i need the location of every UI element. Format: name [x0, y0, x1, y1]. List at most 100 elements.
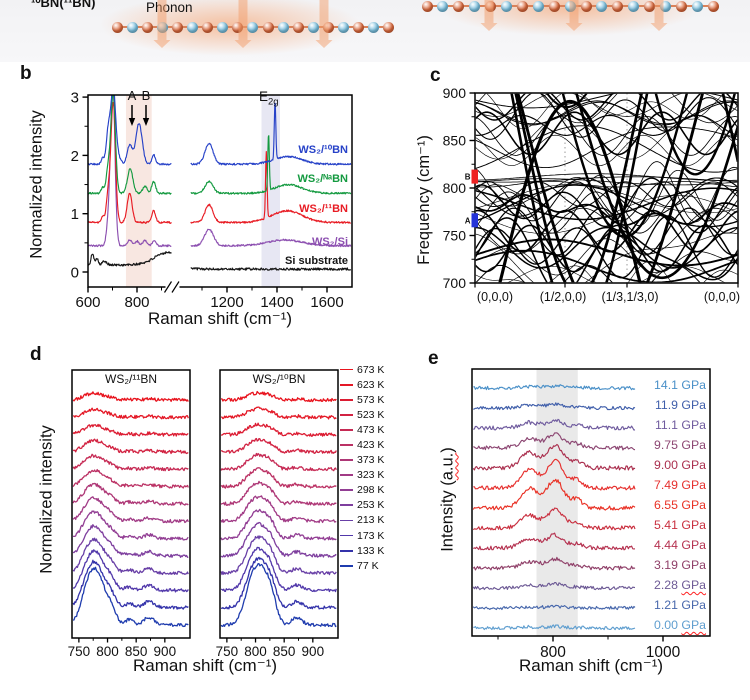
temperature-spectrum	[221, 437, 337, 454]
panel-c-letter: c	[430, 65, 441, 86]
panel-e-ylabel-post: )	[438, 447, 457, 453]
phonon-band	[475, 114, 738, 136]
legend-label: 473 K	[357, 423, 385, 436]
legend-dash-icon	[340, 398, 353, 401]
legend-dash-icon	[340, 549, 353, 552]
phonon-band	[475, 126, 738, 169]
legend-label: 133 K	[357, 544, 385, 557]
legend-dash-icon	[340, 474, 353, 477]
panel-b-ylabel: Normalized intensity	[27, 110, 46, 259]
boron-atom	[548, 0, 560, 12]
raman-spectrum	[88, 251, 172, 267]
panel-d-xlabel: Raman shift (cm⁻¹)	[132, 656, 278, 675]
nitrogen-atom	[564, 0, 576, 12]
phonon-band	[475, 184, 738, 214]
phonon-band	[475, 100, 738, 126]
legend-label: 213 K	[357, 514, 385, 527]
nitrogen-atom	[437, 0, 449, 12]
temperature-spectrum	[220, 422, 337, 437]
phonon-band	[475, 209, 738, 253]
temperature-spectrum	[221, 546, 337, 593]
legend-label: 373 K	[357, 454, 385, 467]
phonon-band	[475, 93, 738, 140]
boron-atom	[262, 21, 274, 33]
tick-label: (1/3,1/3,0)	[602, 290, 659, 304]
temperature-spectrum	[220, 495, 337, 524]
phonon-band	[486, 93, 725, 129]
phonon-band	[475, 194, 738, 226]
peak-b-annotation: B	[141, 88, 151, 103]
tick-label: 750	[443, 228, 467, 244]
legend-item: 523 K	[340, 407, 384, 422]
phonon-band	[475, 170, 738, 227]
temperature-spectrum	[221, 406, 337, 420]
nitrogen-atom	[501, 0, 512, 12]
phonon-band	[475, 232, 738, 283]
tick-label: 800	[443, 180, 467, 196]
panel-b-letter: b	[20, 63, 32, 84]
boron-atom	[707, 0, 719, 12]
mode-marker	[471, 213, 478, 228]
boron-atom	[453, 0, 465, 12]
nitrogen-atom	[628, 0, 640, 12]
panel-c-frame	[474, 92, 739, 284]
legend-label: 423 K	[357, 439, 385, 452]
pressure-label: 7.49 GPa	[654, 478, 706, 492]
boron-atom	[675, 0, 687, 12]
raman-spectrum	[190, 267, 352, 271]
series-label: WS₂/¹⁰BN	[298, 144, 348, 156]
temperature-spectrum	[221, 556, 337, 610]
temperature-spectrum	[72, 549, 189, 593]
temperature-spectrum	[220, 535, 337, 576]
phonon-band	[475, 187, 738, 221]
temperature-spectrum	[220, 508, 337, 541]
legend-dash-icon	[340, 504, 353, 507]
series-label: WS₂/Si	[311, 236, 348, 248]
boron-atom	[383, 21, 395, 33]
legend-item: 213 K	[340, 513, 384, 528]
legend-dash-icon	[340, 489, 353, 492]
phonon-band	[475, 176, 738, 183]
boron-atom	[644, 0, 656, 12]
nitrogen-atom	[187, 21, 198, 33]
series-label: WS₂/ᴺᵃBN	[297, 173, 348, 185]
pressure-label: 0.00 GPa	[654, 618, 706, 632]
e2g-base: E	[259, 89, 269, 104]
legend-label: 573 K	[357, 393, 385, 406]
panel-c-ylabel: Frequency (cm⁻¹)	[415, 135, 433, 265]
boron-atom	[580, 0, 592, 12]
temperature-spectrum	[221, 390, 337, 403]
boron-atom	[202, 21, 214, 33]
temperature-spectrum	[72, 524, 189, 558]
pressure-label: 11.1 GPa	[654, 418, 706, 432]
phonon-band	[475, 93, 738, 121]
legend-label: 623 K	[357, 378, 385, 391]
tick-label: A	[465, 216, 471, 225]
boron-atom	[232, 21, 244, 33]
tick-label: 3	[71, 90, 79, 107]
nitrogen-atom	[660, 0, 671, 12]
temperature-spectrum	[72, 391, 189, 403]
panel-e-ylabel: Intensity (a.u.)	[439, 400, 458, 600]
tick-label: 0	[71, 265, 79, 282]
pressure-label: 3.19 GPa	[654, 558, 706, 572]
temperature-spectrum	[73, 510, 189, 541]
temperature-spectrum	[220, 521, 337, 558]
legend-label: 77 K	[357, 559, 379, 572]
phonon-band	[475, 215, 738, 279]
phonon-band	[475, 207, 738, 256]
panel-d-ylabel: Normalized intensity	[37, 425, 56, 574]
panel-d-title-10bn: WS₂/¹⁰BN	[252, 372, 306, 386]
phonon-band	[475, 177, 738, 234]
panel-a-illustration: ¹⁰BN(¹¹BN) Phonon	[0, 0, 750, 62]
pressure-label: 2.28 GPa	[654, 578, 706, 592]
nitrogen-atom	[307, 21, 319, 33]
phonon-band	[475, 194, 738, 234]
tick-label: 600	[75, 294, 100, 311]
temperature-spectrum	[73, 407, 189, 420]
legend-dash-icon	[340, 383, 353, 386]
pressure-label: 1.21 GPa	[654, 598, 706, 612]
temperature-spectrum	[220, 452, 337, 472]
phonon-band	[475, 101, 738, 125]
